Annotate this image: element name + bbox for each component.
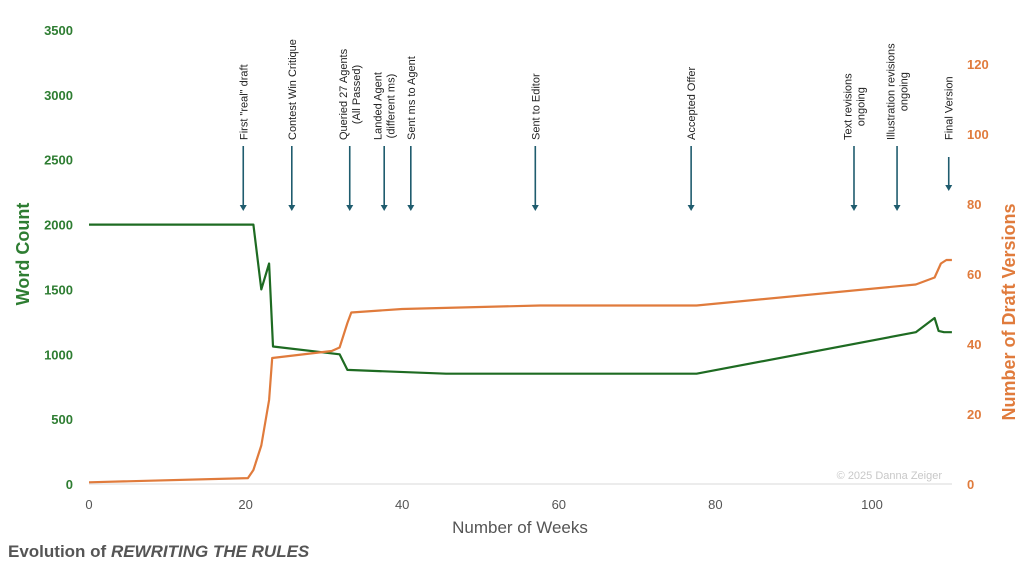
- annotation-label: ongoing: [855, 87, 867, 126]
- y-left-tick-label: 1500: [44, 282, 73, 297]
- x-tick-label: 40: [395, 497, 409, 512]
- x-tick-label: 20: [238, 497, 252, 512]
- x-axis-title: Number of Weeks: [452, 518, 588, 537]
- arrow-head-icon: [380, 205, 388, 211]
- annotation-label: Text revisions: [842, 73, 854, 140]
- arrow-head-icon: [239, 205, 247, 211]
- arrow-head-icon: [288, 205, 296, 211]
- y-left-tick-label: 500: [51, 412, 73, 427]
- arrow-head-icon: [850, 205, 858, 211]
- y-left-tick-label: 2500: [44, 153, 73, 168]
- y-right-tick-label: 120: [967, 57, 989, 72]
- y-right-tick-label: 0: [967, 477, 974, 492]
- y-right-tick-label: 80: [967, 197, 981, 212]
- y-left-tick-label: 3500: [44, 23, 73, 38]
- y-left-tick-label: 3000: [44, 88, 73, 103]
- x-tick-label: 0: [85, 497, 92, 512]
- annotation-label: Final Version: [944, 76, 956, 140]
- chart-title-prefix: Evolution of: [8, 542, 111, 561]
- x-tick-label: 100: [861, 497, 883, 512]
- draft-versions-line: [88, 258, 952, 484]
- arrow-head-icon: [893, 205, 901, 211]
- y-right-tick-label: 40: [967, 337, 981, 352]
- annotation-label: Sent to Editor: [530, 73, 542, 140]
- y-right-axis-title: Number of Draft Versions: [999, 203, 1019, 420]
- chart-title: Evolution of REWRITING THE RULES: [8, 542, 310, 561]
- y-left-tick-label: 1000: [44, 347, 73, 362]
- y-left-tick-label: 0: [66, 477, 73, 492]
- annotation-label: Contest Win Critique: [287, 39, 299, 140]
- chart-title-book: REWRITING THE RULES: [111, 542, 310, 561]
- arrow-head-icon: [945, 185, 953, 191]
- annotation-label: ongoing: [899, 72, 911, 111]
- annotation-label: Landed Agent: [373, 72, 385, 140]
- y-right-tick-label: 60: [967, 267, 981, 282]
- arrow-head-icon: [531, 205, 539, 211]
- x-tick-label: 80: [708, 497, 722, 512]
- x-tick-label: 60: [552, 497, 566, 512]
- y-right-tick-label: 20: [967, 407, 981, 422]
- arrow-head-icon: [687, 205, 695, 211]
- y-right-tick-label: 100: [967, 127, 989, 142]
- arrow-head-icon: [346, 205, 354, 211]
- word-count-line: [89, 223, 952, 375]
- arrow-head-icon: [407, 205, 415, 211]
- annotation-label: (All Passed): [351, 65, 363, 124]
- annotation-label: Sent ms to Agent: [406, 56, 418, 140]
- y-left-axis-title: Word Count: [13, 203, 33, 306]
- annotation-label: Accepted Offer: [686, 66, 698, 140]
- annotation-label: Illustration revisions: [886, 43, 898, 140]
- annotation-label: First "real" draft: [238, 64, 250, 140]
- annotation-label: Queried 27 Agents: [338, 48, 350, 140]
- y-left-tick-label: 2000: [44, 218, 73, 233]
- annotation-label: (different ms): [386, 74, 398, 139]
- watermark: © 2025 Danna Zeiger: [837, 470, 943, 482]
